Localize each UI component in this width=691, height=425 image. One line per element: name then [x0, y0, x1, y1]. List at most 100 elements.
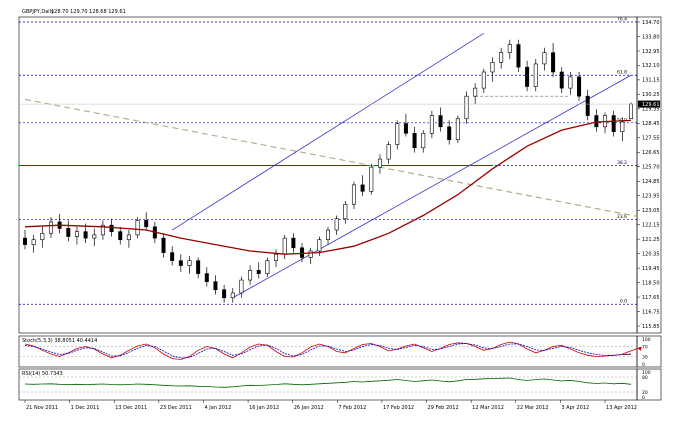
candle-body [239, 279, 244, 294]
candle-body [403, 123, 408, 134]
candle-body [126, 234, 131, 241]
candle-body [265, 260, 270, 274]
candle-body [256, 270, 261, 274]
candle-body [334, 218, 339, 231]
stoch-line [24, 341, 632, 360]
candle-body [351, 184, 356, 205]
fibonacci-level-label: 0.0 [620, 299, 627, 305]
time-tick-label: 23 Dec 2011 [160, 405, 192, 411]
candle-body [100, 224, 105, 236]
candle-body [282, 237, 287, 255]
candle-body [438, 115, 443, 128]
candle-body [395, 123, 400, 145]
moving-average-line [24, 119, 632, 255]
candle-body [611, 115, 616, 132]
candle-body [66, 228, 71, 237]
last-price-box [638, 100, 660, 108]
time-tick-label: 16 Jan 2012 [249, 405, 279, 411]
time-tick-label: 29 Feb 2012 [428, 405, 459, 411]
candle-body [308, 250, 313, 258]
candle-body [161, 237, 166, 253]
candle-body [343, 203, 348, 220]
time-tick-label: 26 Jan 2012 [294, 405, 324, 411]
time-tick-label: 13 Dec 2011 [115, 405, 147, 411]
candle-body [300, 247, 305, 258]
price-tick-label: 120.35 [642, 251, 660, 257]
candle-body [559, 71, 564, 89]
price-tick-label: 123.05 [642, 208, 660, 214]
candle-body [412, 132, 417, 149]
ohlc-readout: 128.70 129.70 128.68 129.61 [51, 9, 126, 15]
candle-body [248, 270, 253, 281]
candle-body [178, 260, 183, 266]
candle-body [507, 44, 512, 53]
candle-body [551, 52, 556, 73]
price-tick-label: 115.85 [642, 324, 660, 330]
price-tick-label: 132.10 [642, 63, 660, 69]
price-tick-label: 132.95 [642, 49, 660, 55]
candle-body [568, 76, 573, 89]
candle-body [109, 224, 114, 232]
candle-body [490, 62, 495, 73]
candle-body [317, 239, 322, 252]
candle-body [31, 239, 36, 245]
trend-line [24, 98, 638, 217]
rsi-line [24, 377, 632, 388]
stoch-tick-label: 0 [642, 362, 645, 368]
candle-body [577, 76, 582, 97]
stoch-title: Stoch(5,3,3) 38.8051 40.4414 [22, 338, 97, 344]
price-tick-label: 134.70 [642, 20, 660, 26]
candle-body [144, 220, 149, 228]
rsi-tick-label: 0 [642, 395, 645, 401]
stoch-tick-label: 30 [642, 354, 648, 360]
candle-body [533, 63, 538, 87]
time-tick-label: 17 Feb 2012 [383, 405, 414, 411]
fibonacci-level-label: 38.2 [617, 160, 627, 166]
price-tick-label: 124.85 [642, 179, 660, 185]
candle-body [499, 52, 504, 63]
rsi-tick-label: 20 [642, 390, 648, 396]
price-tick-label: 128.45 [642, 121, 660, 127]
candle-body [369, 166, 374, 192]
time-axis: 21 Nov 2011 1 Dec 2011 13 Dec 2011 23 Dec 2… [24, 400, 637, 411]
time-tick-label: 13 Apr 2012 [606, 405, 637, 411]
candle-body [230, 292, 235, 299]
price-tick-label: 129.35 [642, 107, 660, 113]
candle-body [291, 237, 296, 249]
channel-lower-line [232, 74, 632, 299]
price-axis-frame [636, 16, 662, 334]
fibonacci-level-label: 61.8 [617, 70, 627, 76]
candle-body [48, 221, 53, 234]
price-tick-label: 116.75 [642, 309, 660, 315]
candle-body [360, 184, 365, 192]
price-tick-label: 117.65 [642, 295, 660, 301]
time-tick-label: 21 Nov 2011 [26, 405, 58, 411]
time-tick-label: 3 Apr 2012 [561, 405, 589, 411]
candle-body [74, 231, 79, 237]
candle-body [585, 95, 590, 116]
rsi-tick-label: 100 [642, 370, 651, 376]
candle-body [377, 158, 382, 168]
candle-body [22, 237, 27, 245]
candle-body [628, 103, 633, 120]
candle-body [83, 231, 88, 239]
candle-body [594, 115, 599, 128]
stoch-arrow-head [637, 347, 642, 351]
candle-body [196, 260, 201, 274]
candle-body [464, 95, 469, 120]
price-tick-label: 130.25 [642, 92, 660, 98]
rsi-axis-frame [636, 368, 662, 401]
price-tick-label: 126.65 [642, 150, 660, 156]
candle-body [92, 234, 97, 239]
rsi-title: RSI(14) 50.7343 [22, 371, 63, 377]
candle-body [187, 260, 192, 266]
candle-body [170, 252, 175, 261]
fibonacci-level-label: 23.6 [617, 214, 627, 220]
price-tick-label: 125.70 [642, 165, 660, 171]
candle-body [118, 231, 123, 241]
stoch-line [24, 343, 632, 359]
channel-upper-line [171, 32, 485, 231]
candle-body [429, 115, 434, 134]
